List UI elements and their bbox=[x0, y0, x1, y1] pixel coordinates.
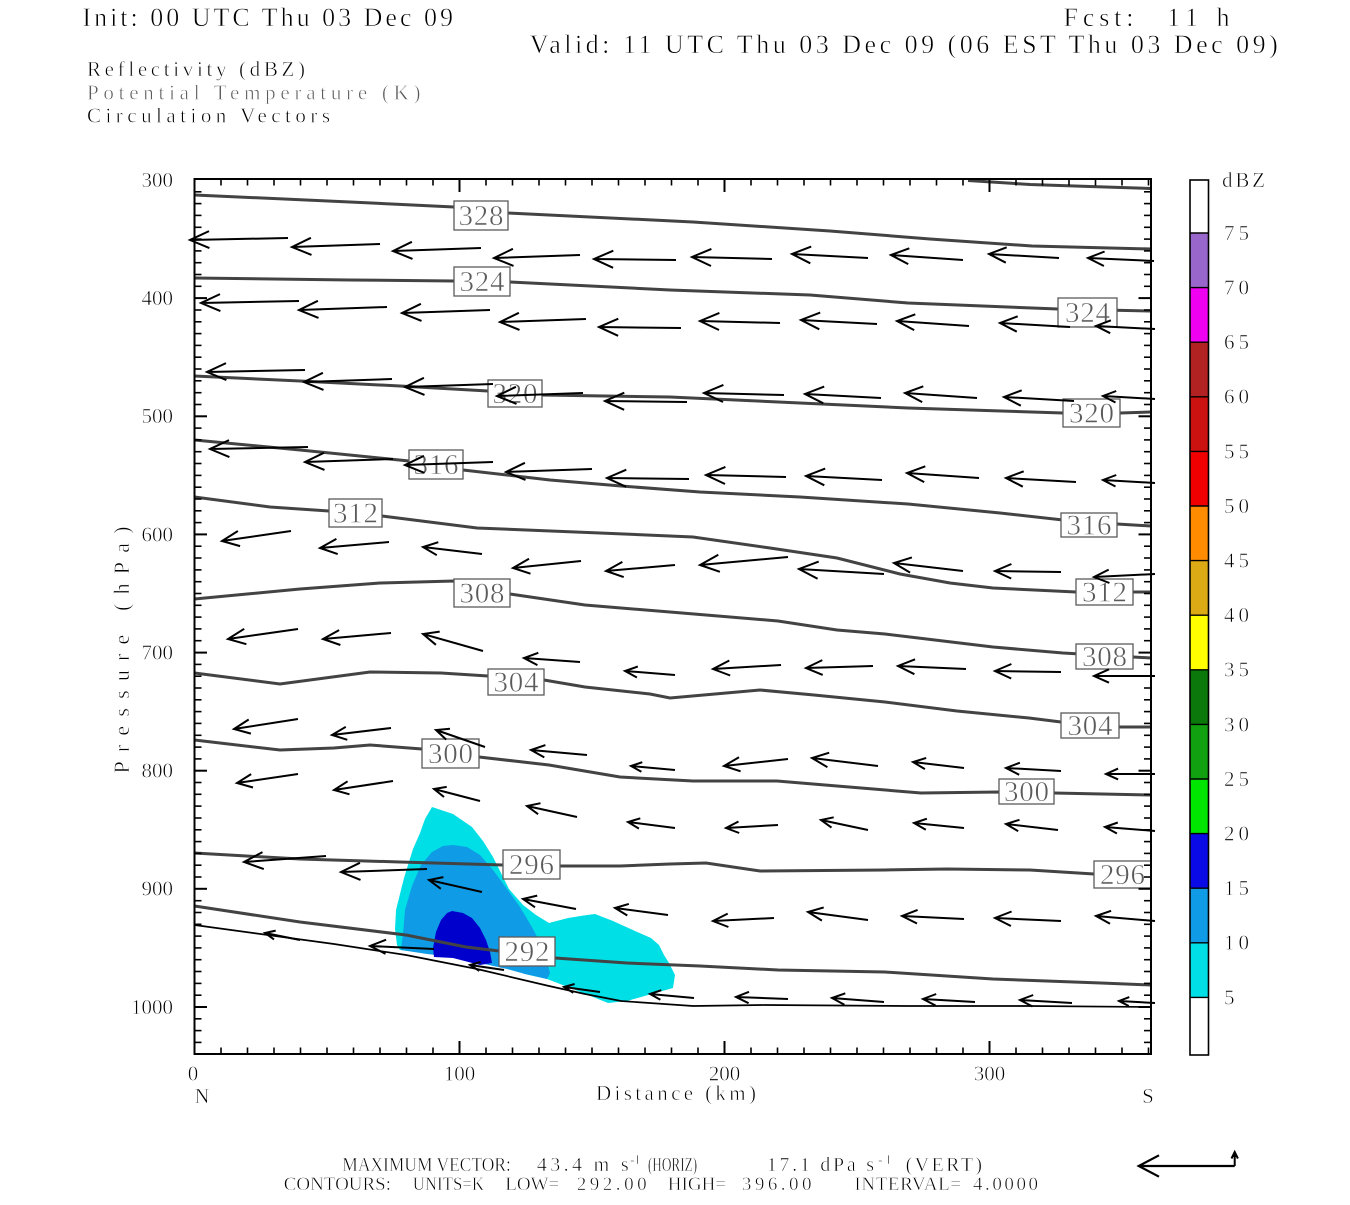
svg-text:304: 304 bbox=[494, 667, 540, 699]
svg-text:312: 312 bbox=[333, 498, 378, 530]
svg-text:Distance (km): Distance (km) bbox=[596, 1081, 756, 1105]
svg-text:N: N bbox=[194, 1084, 209, 1108]
svg-text:300: 300 bbox=[428, 738, 473, 770]
svg-text:292: 292 bbox=[505, 936, 550, 968]
svg-text:308: 308 bbox=[1082, 641, 1127, 673]
svg-text:700: 700 bbox=[142, 641, 174, 665]
svg-text:324: 324 bbox=[1065, 297, 1111, 329]
svg-text:INTERVAL=: INTERVAL= bbox=[854, 1174, 961, 1195]
svg-text:Circulation Vectors: Circulation Vectors bbox=[87, 104, 330, 128]
svg-text:800: 800 bbox=[142, 759, 174, 783]
svg-text:324: 324 bbox=[460, 266, 506, 298]
svg-text:dBZ: dBZ bbox=[1222, 168, 1265, 192]
svg-text:100: 100 bbox=[444, 1062, 476, 1086]
svg-text:Reflectivity (dBZ): Reflectivity (dBZ) bbox=[87, 57, 305, 81]
svg-text:MAXIMUM VECTOR:: MAXIMUM VECTOR: bbox=[342, 1154, 511, 1176]
svg-text:296: 296 bbox=[509, 849, 554, 881]
svg-text:(HORIZ): (HORIZ) bbox=[648, 1154, 697, 1176]
svg-text:CONTOURS:: CONTOURS: bbox=[284, 1174, 391, 1195]
svg-text:5: 5 bbox=[1224, 985, 1235, 1009]
svg-text:-1: -1 bbox=[630, 1153, 641, 1168]
svg-text:17.1 dPa s: 17.1 dPa s bbox=[767, 1154, 875, 1176]
svg-text:900: 900 bbox=[142, 877, 174, 901]
svg-text:1000: 1000 bbox=[131, 995, 173, 1019]
svg-text:600: 600 bbox=[142, 522, 174, 546]
svg-text:Potential Temperature (K): Potential Temperature (K) bbox=[87, 81, 421, 105]
svg-text:308: 308 bbox=[460, 578, 505, 610]
svg-text:UNITS=K: UNITS=K bbox=[413, 1174, 485, 1195]
svg-text:400: 400 bbox=[142, 286, 174, 310]
svg-text:-1: -1 bbox=[878, 1153, 892, 1168]
svg-text:396.00: 396.00 bbox=[742, 1174, 812, 1195]
svg-text:296: 296 bbox=[1100, 859, 1145, 891]
svg-text:316: 316 bbox=[1067, 510, 1112, 542]
svg-text:200: 200 bbox=[709, 1062, 741, 1086]
svg-text:304: 304 bbox=[1068, 710, 1114, 742]
svg-text:292.00: 292.00 bbox=[577, 1174, 647, 1195]
svg-text:300: 300 bbox=[1004, 776, 1049, 808]
svg-text:LOW=: LOW= bbox=[505, 1174, 559, 1195]
svg-text:328: 328 bbox=[459, 200, 504, 232]
svg-text:0: 0 bbox=[188, 1062, 199, 1086]
svg-text:S: S bbox=[1142, 1084, 1154, 1108]
svg-text:Init: 00 UTC Thu 03 Dec 09: Init: 00 UTC Thu 03 Dec 09 bbox=[82, 3, 453, 32]
svg-text:HIGH=: HIGH= bbox=[668, 1174, 726, 1195]
svg-text:300: 300 bbox=[974, 1062, 1006, 1086]
svg-text:300: 300 bbox=[142, 168, 174, 192]
svg-text:320: 320 bbox=[1069, 398, 1114, 430]
svg-text:4.0000: 4.0000 bbox=[973, 1174, 1038, 1195]
svg-text:Valid: 11 UTC Thu 03 Dec 09 (0: Valid: 11 UTC Thu 03 Dec 09 (06 EST Thu … bbox=[530, 30, 1278, 59]
svg-text:500: 500 bbox=[142, 404, 174, 428]
